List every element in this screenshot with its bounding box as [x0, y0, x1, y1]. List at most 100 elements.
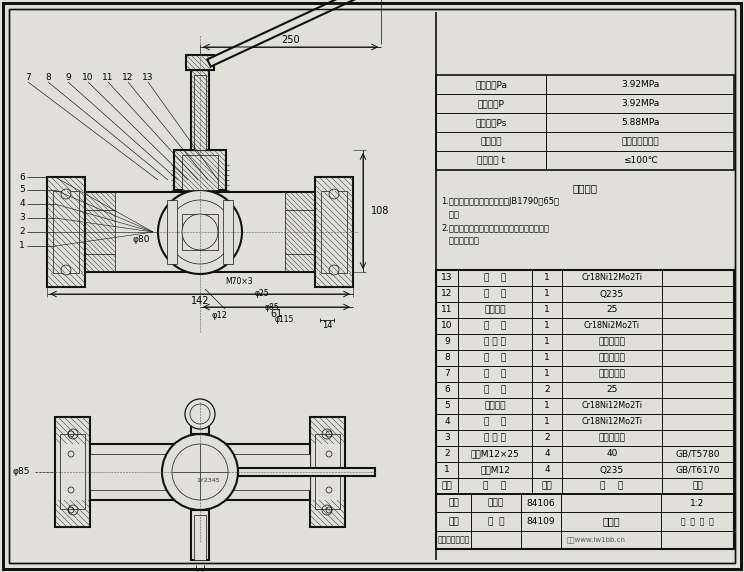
Bar [55, 417, 90, 527]
Text: 聚四氟乙烯: 聚四氟乙烯 [599, 353, 626, 363]
Text: 84106: 84106 [527, 499, 555, 508]
Bar [191, 70, 209, 150]
Text: 聚四氟乙烯: 聚四氟乙烯 [599, 337, 626, 347]
Bar [310, 417, 345, 527]
Text: 4: 4 [19, 200, 25, 209]
Text: 1: 1 [544, 289, 550, 299]
Text: 9: 9 [444, 337, 450, 347]
Text: 2: 2 [544, 386, 550, 395]
Text: 108: 108 [371, 206, 389, 216]
Text: 1: 1 [544, 305, 550, 315]
Circle shape [190, 404, 210, 424]
Text: 螺母M12: 螺母M12 [480, 466, 510, 475]
Text: 技术要求: 技术要求 [572, 183, 597, 193]
Bar [182, 214, 218, 250]
Text: 12: 12 [122, 73, 134, 81]
Text: 聚四氟乙烯: 聚四氟乙烯 [599, 370, 626, 379]
Text: 1: 1 [544, 337, 550, 347]
Bar [315, 177, 353, 287]
Text: 螺纹压环: 螺纹压环 [484, 305, 506, 315]
Text: 3: 3 [444, 434, 450, 443]
Bar [191, 404, 209, 434]
Text: 密 封 环: 密 封 环 [484, 337, 506, 347]
Text: 图号www.iw1bb.cn: 图号www.iw1bb.cn [566, 537, 626, 543]
Bar [191, 510, 209, 560]
Text: 校核: 校核 [448, 517, 459, 526]
Bar [47, 177, 85, 287]
Text: 适用温度 t: 适用温度 t [477, 156, 505, 165]
Text: 1:2: 1:2 [690, 499, 705, 508]
Bar [85, 192, 315, 272]
Text: 13: 13 [142, 73, 154, 81]
Text: 合格后方投产: 合格后方投产 [441, 236, 479, 245]
Text: 6: 6 [19, 173, 25, 181]
Text: 球心阀: 球心阀 [602, 517, 620, 526]
Text: GB/T6170: GB/T6170 [676, 466, 720, 475]
Circle shape [168, 200, 232, 264]
Circle shape [329, 189, 339, 199]
Text: 7: 7 [444, 370, 450, 379]
Text: Q235: Q235 [600, 466, 624, 475]
Circle shape [182, 214, 218, 250]
Text: 5: 5 [19, 185, 25, 194]
Text: 球    心: 球 心 [484, 418, 506, 427]
Text: φ80: φ80 [132, 236, 150, 244]
Text: 1: 1 [544, 418, 550, 427]
Text: 醋酸磷酸浓硫酸: 醋酸磷酸浓硫酸 [621, 137, 659, 146]
Bar [174, 150, 226, 190]
Text: 2: 2 [19, 228, 25, 236]
Text: 3.92MPa: 3.92MPa [621, 99, 659, 108]
Text: 6: 6 [444, 386, 450, 395]
Text: 11: 11 [102, 73, 114, 81]
Text: 1: 1 [19, 241, 25, 251]
Text: 试验压力Ps: 试验压力Ps [475, 118, 507, 127]
Text: 10: 10 [441, 321, 453, 331]
Text: 250: 250 [281, 35, 300, 45]
Text: 螺柱M12×25: 螺柱M12×25 [471, 450, 519, 459]
Text: 9: 9 [65, 73, 71, 81]
Bar [182, 155, 218, 190]
Text: 14: 14 [321, 321, 333, 331]
Text: 聚四氟乙烯: 聚四氟乙烯 [599, 434, 626, 443]
Text: φ12: φ12 [212, 312, 228, 320]
Text: 1: 1 [544, 273, 550, 283]
Text: 10: 10 [83, 73, 94, 81]
Circle shape [185, 399, 215, 429]
Bar [167, 200, 177, 264]
Text: 1: 1 [444, 466, 450, 475]
Text: 1: 1 [544, 353, 550, 363]
Text: 1: 1 [544, 321, 550, 331]
Bar [90, 444, 310, 500]
Circle shape [61, 189, 71, 199]
Text: 阀    杆: 阀 杆 [484, 273, 506, 283]
Text: 8: 8 [444, 353, 450, 363]
Text: 84109: 84109 [527, 517, 555, 526]
Text: 共  张  第  张: 共 张 第 张 [681, 517, 714, 526]
Text: 61: 61 [270, 309, 283, 319]
Text: 阀体接头: 阀体接头 [484, 402, 506, 411]
Text: Q235: Q235 [600, 289, 624, 299]
Bar [436, 494, 734, 549]
Text: 40: 40 [606, 450, 618, 459]
Text: 5.88MPa: 5.88MPa [620, 118, 659, 127]
Bar [315, 434, 340, 509]
Text: 1: 1 [544, 370, 550, 379]
Text: 制图: 制图 [448, 499, 459, 508]
Circle shape [162, 434, 238, 510]
Text: 密封压力P: 密封压力P [478, 99, 504, 108]
Bar [194, 515, 206, 560]
Text: Cr18Ni12Mo2Ti: Cr18Ni12Mo2Ti [582, 402, 643, 411]
Text: 适用介质: 适用介质 [480, 137, 501, 146]
Text: GB/T5780: GB/T5780 [676, 450, 720, 459]
Bar [436, 270, 734, 494]
Text: （校名、班号）: （校名、班号） [437, 535, 469, 545]
Bar [223, 200, 233, 264]
Text: M70×3: M70×3 [225, 277, 253, 287]
Text: 11: 11 [441, 305, 453, 315]
Bar [60, 434, 85, 509]
Text: 3: 3 [19, 213, 25, 223]
Text: 3.92MPa: 3.92MPa [621, 80, 659, 89]
Text: 4: 4 [544, 450, 550, 459]
Text: 2.不锈钢材料进厂后做化学分析的腐蚀性试验，: 2.不锈钢材料进厂后做化学分析的腐蚀性试验， [441, 224, 549, 232]
Bar [90, 454, 310, 490]
